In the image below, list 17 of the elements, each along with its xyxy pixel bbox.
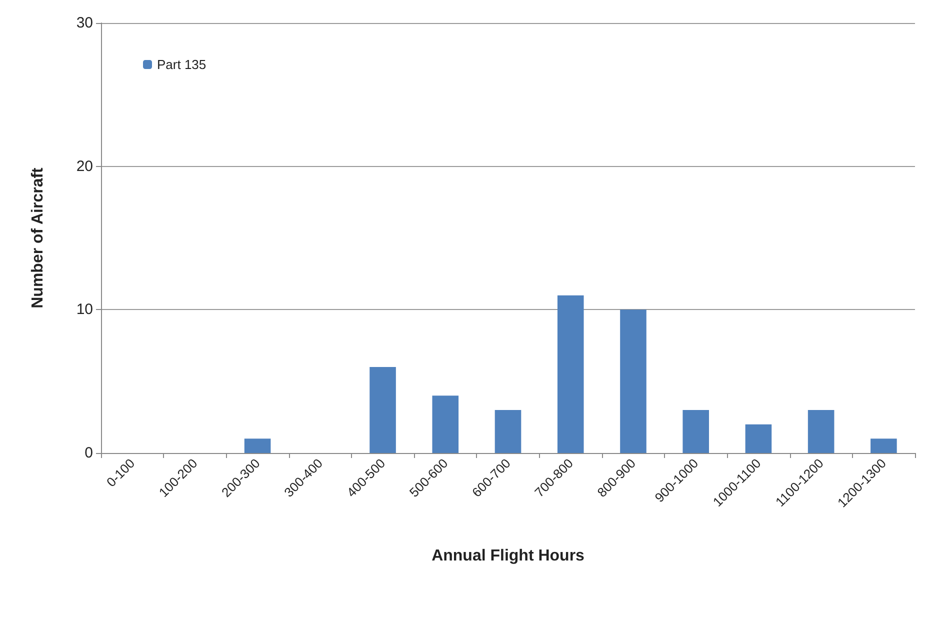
bar xyxy=(620,310,646,453)
legend-label: Part 135 xyxy=(157,57,206,72)
bar xyxy=(494,410,522,453)
y-axis-title: Number of Aircraft xyxy=(30,166,46,308)
x-axis-title: Annual Flight Hours xyxy=(432,548,585,564)
bar xyxy=(745,424,772,453)
bar xyxy=(370,367,396,453)
bar xyxy=(870,438,897,453)
bar xyxy=(432,396,459,453)
y-tick-label: 30 xyxy=(76,14,93,32)
bar xyxy=(557,295,584,453)
bar xyxy=(808,410,834,453)
y-tick-label: 10 xyxy=(76,301,93,318)
y-tick-label: 20 xyxy=(76,158,93,175)
bar xyxy=(682,410,709,453)
bar xyxy=(244,438,271,453)
y-tick-label: 0 xyxy=(84,444,93,462)
